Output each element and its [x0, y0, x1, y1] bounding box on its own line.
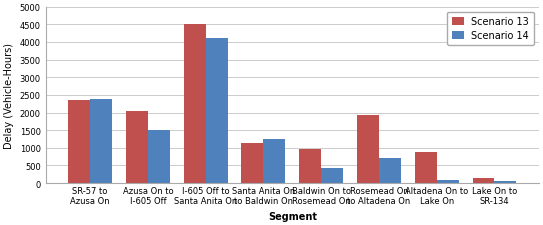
Bar: [90, 99, 112, 183]
Bar: [299, 149, 321, 183]
Bar: [126, 111, 148, 183]
Bar: [357, 116, 379, 183]
Bar: [148, 130, 170, 183]
Bar: [206, 39, 228, 183]
X-axis label: Segment: Segment: [268, 211, 317, 221]
Bar: [379, 159, 401, 183]
Bar: [321, 168, 343, 183]
Legend: Scenario 13, Scenario 14: Scenario 13, Scenario 14: [447, 12, 534, 46]
Bar: [68, 101, 90, 183]
Y-axis label: Delay (Vehicle-Hours): Delay (Vehicle-Hours): [4, 43, 14, 148]
Bar: [263, 139, 285, 183]
Bar: [437, 180, 459, 183]
Bar: [415, 153, 437, 183]
Bar: [184, 25, 206, 183]
Bar: [495, 182, 516, 183]
Bar: [242, 143, 263, 183]
Bar: [472, 178, 495, 183]
